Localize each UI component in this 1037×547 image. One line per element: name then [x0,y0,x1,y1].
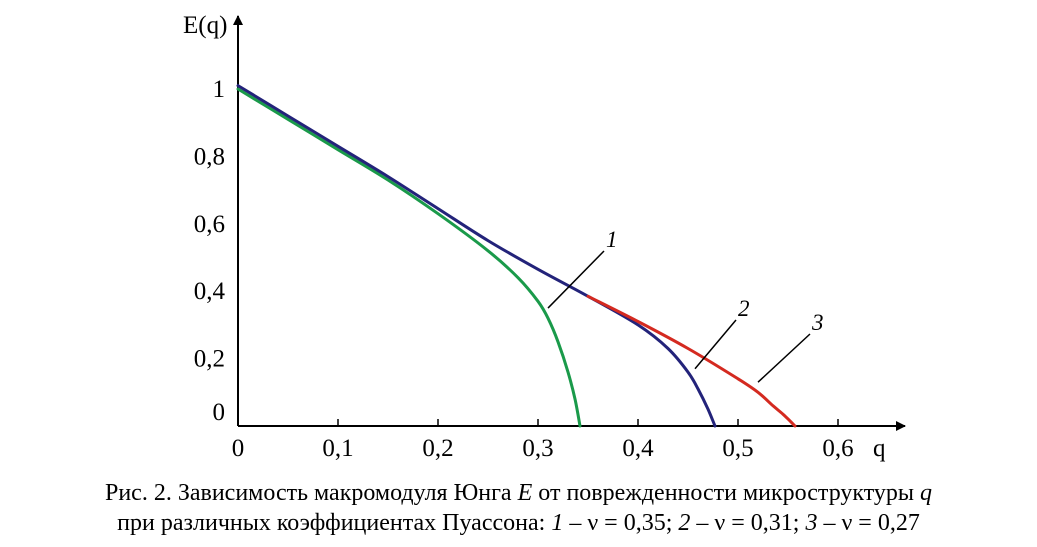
x-tick-label: 0,3 [522,435,553,462]
figure-caption-line-2: при различных коэффициентах Пуассона: 1 … [0,508,1037,538]
caption-var-q: q [920,480,933,506]
x-tick-label: 0,6 [822,435,853,462]
leader-line-1 [547,250,605,309]
y-axis-title: E(q) [183,12,227,39]
x-tick-label: 0,5 [722,435,753,462]
ticks: 0 0,1 0,2 0,3 0,4 0,5 0,6 0 0,2 0,4 0,6 0,8 1 [194,76,854,462]
y-tick-label: 0,6 [194,211,225,238]
figure-caption-line-1: Рис. 2. Зависимость макромодуля Юнга E о… [0,478,1037,508]
caption-item3-num: 3 [805,510,818,536]
curve-labels: 1 2 3 [547,227,824,383]
leader-line-2 [694,319,737,370]
caption-item3-text: – ν = 0,27 [817,510,920,536]
y-tick-label: 0,8 [194,143,225,170]
curves [236,84,797,428]
caption-var-e: E [517,480,533,506]
caption-item1-num: 1 [551,510,564,536]
x-tick-label: 0,2 [422,435,453,462]
series-line-3 [586,294,797,428]
caption-mid: от поврежденности микроструктуры [532,480,921,506]
caption-prefix: Рис. 2. Зависимость макромодуля Юнга [104,480,518,506]
y-tick-label: 0,2 [194,346,225,373]
series-line-2 [236,84,717,428]
caption-item2-num: 2 [678,510,691,536]
curve-label-3: 3 [811,310,824,335]
series-line-1 [236,87,582,428]
x-axis-title: q [873,435,886,462]
y-tick-label: 1 [213,76,226,103]
caption-line2-prefix: при различных коэффициентах Пуассона: [117,510,552,536]
y-tick-label: 0 [213,399,226,426]
curve-label-2: 2 [738,296,750,321]
leader-line-3 [757,333,811,383]
x-tick-label: 0,1 [322,435,353,462]
caption-item2-text: – ν = 0,31; [690,510,806,536]
curve-label-1: 1 [606,227,618,252]
chart: q E(q) 0 0,1 0,2 0,3 0,4 0,5 0,6 0 0,2 0,4 0,6 0,8 1 … [183,12,906,462]
caption-item1-text: – ν = 0,35; [563,510,679,536]
x-tick-label: 0 [232,435,245,462]
x-tick-label: 0,4 [622,435,654,462]
y-tick-label: 0,4 [194,278,226,305]
axes: q E(q) [183,12,906,462]
